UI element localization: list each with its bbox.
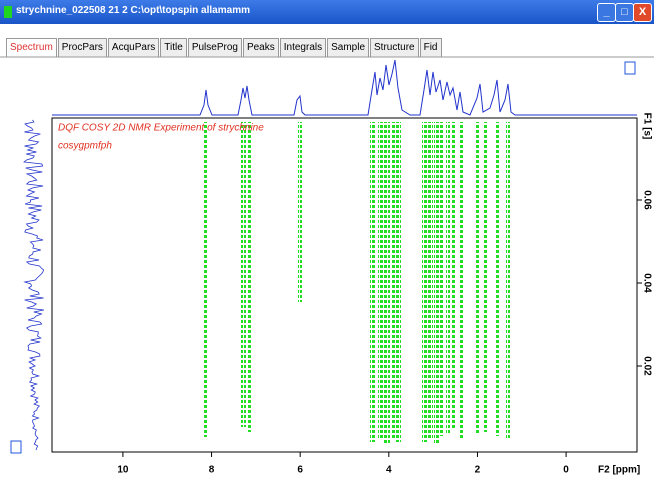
y-tick-label: 0.06 bbox=[641, 190, 652, 210]
x-tick-label: 2 bbox=[475, 465, 481, 476]
close-button[interactable]: X bbox=[633, 3, 652, 22]
minimize-button[interactable]: _ bbox=[597, 3, 616, 22]
tab[interactable]: Fid bbox=[419, 38, 442, 57]
tab[interactable]: Structure bbox=[370, 38, 419, 57]
tab[interactable]: Title bbox=[160, 38, 187, 57]
title-bar: strychnine_022508 21 2 C:\opt\topspin al… bbox=[0, 0, 654, 24]
x-axis-label: F2 [ppm] bbox=[598, 465, 640, 476]
tab-bar: Spectrum ProcPars AcquPars Title PulseProg Pe… bbox=[6, 38, 443, 57]
corner-box[interactable] bbox=[624, 61, 636, 75]
tab[interactable]: ProcPars bbox=[57, 38, 107, 57]
tab[interactable]: Peaks bbox=[242, 38, 279, 57]
x-tick-label: 8 bbox=[209, 465, 215, 476]
tab[interactable]: PulseProg bbox=[187, 38, 242, 57]
plot-frame bbox=[51, 117, 638, 453]
x-tick-label: 10 bbox=[117, 465, 129, 476]
f1-projection bbox=[23, 119, 45, 451]
y-tick-label: 0.04 bbox=[641, 273, 652, 293]
contours bbox=[204, 122, 510, 444]
x-tick-label: 0 bbox=[563, 465, 569, 476]
tab[interactable]: AcquPars bbox=[107, 38, 160, 57]
f2-projection bbox=[52, 59, 637, 116]
corner-box[interactable] bbox=[10, 440, 22, 454]
tab[interactable]: Integrals bbox=[279, 38, 327, 57]
tab[interactable]: Sample bbox=[327, 38, 370, 57]
app-icon bbox=[4, 6, 12, 18]
x-tick-label: 4 bbox=[386, 465, 392, 476]
annotation: cosygpmfph bbox=[58, 141, 112, 152]
annotation: DQF COSY 2D NMR Experiment of strychnine bbox=[58, 123, 264, 134]
tab[interactable]: Spectrum bbox=[6, 38, 57, 57]
y-tick-label: 0.02 bbox=[641, 356, 652, 376]
window-title: strychnine_022508 21 2 C:\opt\topspin al… bbox=[16, 5, 250, 16]
x-tick-label: 6 bbox=[297, 465, 303, 476]
y-axis-label: F1 [s] bbox=[641, 113, 652, 140]
